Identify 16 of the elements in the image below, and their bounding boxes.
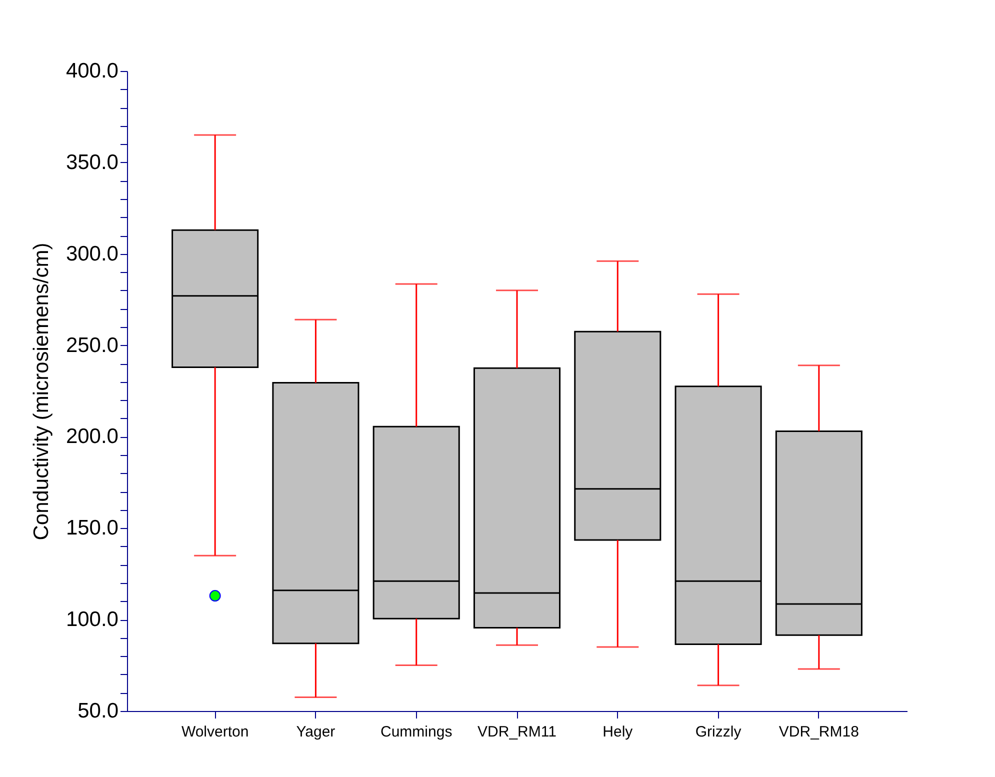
y-tick-label: 400.0 (66, 60, 118, 82)
y-tick-label: 250.0 (66, 334, 118, 357)
x-tick-label: VDR_RM11 (478, 724, 556, 740)
y-tick-label: 200.0 (66, 425, 118, 448)
y-axis-title: Conductivity (microsiemens/cm) (30, 242, 53, 540)
x-tick-label: Grizzly (695, 724, 742, 740)
x-tick-label: Wolverton (181, 724, 249, 740)
x-tick-label: VDR_RM18 (778, 724, 859, 740)
x-tick-label: Yager (296, 724, 336, 740)
x-tick-label: Hely (602, 724, 634, 740)
y-tick-label: 300.0 (66, 242, 118, 266)
y-tick-label: 150.0 (66, 516, 118, 540)
y-tick-label: 50.0 (78, 700, 118, 722)
x-tick-label: Cummings (380, 724, 452, 740)
y-tick-label: 100.0 (66, 608, 118, 632)
y-tick-label: 350.0 (66, 150, 118, 174)
